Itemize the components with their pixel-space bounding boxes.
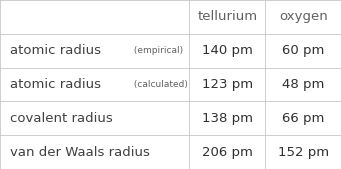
Text: 138 pm: 138 pm <box>202 112 253 125</box>
Text: (calculated): (calculated) <box>131 80 188 89</box>
Text: 152 pm: 152 pm <box>278 146 329 159</box>
Text: atomic radius: atomic radius <box>10 44 101 57</box>
Text: tellurium: tellurium <box>197 10 257 23</box>
Text: 48 pm: 48 pm <box>282 78 324 91</box>
Text: atomic radius: atomic radius <box>10 78 101 91</box>
Text: oxygen: oxygen <box>279 10 327 23</box>
Text: covalent radius: covalent radius <box>10 112 113 125</box>
Text: (empirical): (empirical) <box>131 46 183 55</box>
Text: 60 pm: 60 pm <box>282 44 324 57</box>
Text: 140 pm: 140 pm <box>202 44 253 57</box>
Text: 66 pm: 66 pm <box>282 112 324 125</box>
Text: 123 pm: 123 pm <box>202 78 253 91</box>
Text: van der Waals radius: van der Waals radius <box>10 146 150 159</box>
Text: 206 pm: 206 pm <box>202 146 253 159</box>
